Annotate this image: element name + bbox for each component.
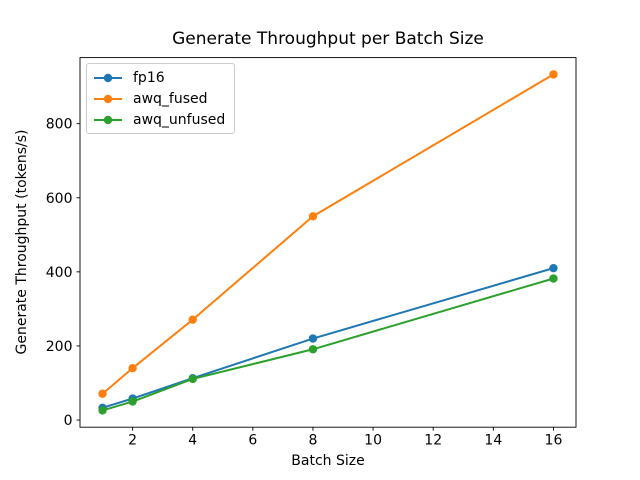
axes-frame <box>79 57 577 428</box>
legend-item-awq_fused: awq_fused <box>93 90 225 107</box>
legend-line-marker-icon <box>94 115 122 124</box>
data-point-awq_unfused <box>188 374 197 384</box>
legend: fp16 awq_fused awq_unfused <box>86 63 236 134</box>
legend-label: awq_unfused <box>133 111 226 128</box>
x-tick-label: 2 <box>128 433 137 449</box>
data-point-awq_fused <box>549 70 558 79</box>
data-point-awq_fused <box>98 389 107 398</box>
x-tick-label: 16 <box>545 433 563 449</box>
legend-item-awq_unfused: awq_unfused <box>93 111 225 128</box>
data-point-fp16 <box>308 334 318 343</box>
x-tick-label: 6 <box>248 433 257 449</box>
x-tick-label: 14 <box>484 433 502 449</box>
legend-label: fp16 <box>133 69 165 86</box>
legend-line-marker-icon <box>94 94 122 103</box>
y-tick-label: 0 <box>64 413 73 429</box>
x-tick-label: 4 <box>188 433 197 449</box>
y-tick-label: 800 <box>46 117 73 133</box>
y-tick-label: 600 <box>46 191 73 207</box>
x-tick-label: 8 <box>309 433 318 449</box>
y-tick-label: 400 <box>46 265 73 281</box>
data-point-awq_unfused <box>308 345 318 354</box>
data-point-awq_fused <box>308 212 318 221</box>
data-point-awq_unfused <box>98 406 107 415</box>
x-tick-label: 10 <box>364 433 382 449</box>
chart-title: Generate Throughput per Batch Size <box>172 29 484 49</box>
data-point-awq_unfused <box>549 274 558 283</box>
x-tick-label: 12 <box>424 433 442 449</box>
legend-label: awq_fused <box>133 90 208 107</box>
data-point-awq_fused <box>188 315 197 324</box>
x-axis-label: Batch Size <box>291 453 365 469</box>
legend-line-marker-icon <box>94 73 122 82</box>
series-line-awq_unfused <box>101 277 555 412</box>
y-tick-label: 200 <box>46 339 73 355</box>
data-point-awq_fused <box>128 363 137 373</box>
data-point-fp16 <box>549 263 558 273</box>
legend-item-fp16: fp16 <box>93 69 225 86</box>
data-point-awq_unfused <box>128 397 137 406</box>
